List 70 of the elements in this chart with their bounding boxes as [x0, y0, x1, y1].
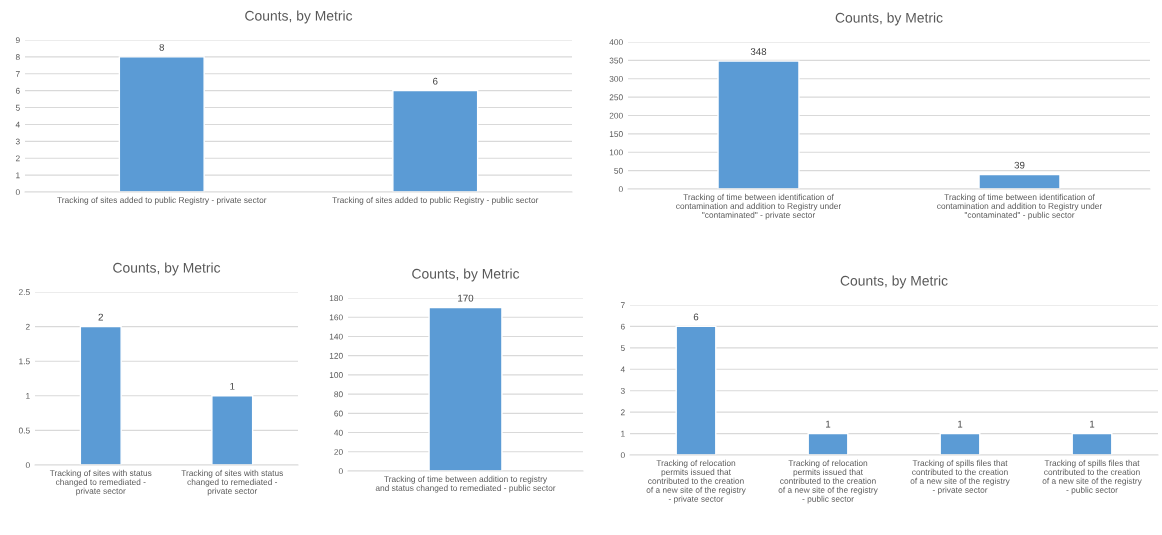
data-label: 1: [826, 420, 831, 428]
y-tick-label: 0: [15, 189, 20, 196]
data-label: 1: [958, 420, 963, 428]
y-tick-label: 2: [15, 155, 20, 162]
y-tick-label: 160: [329, 314, 343, 321]
y-tick-label: 400: [609, 39, 623, 46]
data-label: 1: [1090, 420, 1095, 428]
y-tick-label: 4: [15, 121, 20, 128]
y-tick-label: 250: [609, 94, 623, 101]
y-tick-label: 60: [334, 410, 343, 417]
y-tick-label: 140: [329, 333, 343, 340]
y-tick-label: 7: [15, 71, 20, 77]
y-tick-label: 1.5: [19, 358, 30, 365]
data-label: 348: [750, 48, 767, 56]
x-tick-label: Tracking of time between identification of contamination and addition to Registry under "contaminated" - private sector: [676, 193, 842, 220]
y-tick-label: 100: [329, 372, 343, 378]
chart-title: Counts, by Metric: [840, 275, 948, 289]
y-tick-label: 350: [609, 57, 623, 64]
y-tick-label: 50: [614, 167, 623, 174]
x-tick-label: Tracking of sites added to public Registry - private sector: [57, 196, 267, 205]
y-tick-label: 100: [609, 149, 623, 156]
y-tick-label: 2.5: [18, 289, 30, 296]
x-tick-label: Tracking of time between addition to registry and status changed to remediated - public sector: [375, 475, 556, 493]
y-tick-label: 20: [334, 448, 343, 455]
y-tick-label: 0: [25, 462, 30, 469]
chart-title: Counts, by Metric: [835, 12, 943, 26]
y-tick-label: 2: [620, 409, 625, 416]
y-tick-label: 3: [15, 138, 20, 145]
y-tick-label: 0.5: [18, 427, 30, 434]
y-tick-label: 120: [329, 352, 343, 359]
x-tick-label: Tracking of relocation permits issued that contributed to the creation of a new site of the registry - public sector: [778, 459, 878, 504]
y-tick-label: 3: [620, 387, 625, 394]
y-tick-label: 2: [25, 323, 30, 330]
x-tick-label: Tracking of sites with status changed to remediated - private sector: [49, 469, 152, 496]
y-tick-label: 8: [15, 54, 20, 60]
y-tick-label: 300: [609, 75, 623, 82]
x-tick-label: Tracking of sites added to public Registry - public sector: [332, 196, 539, 205]
y-tick-label: 0: [338, 468, 343, 475]
data-label: 2: [98, 313, 103, 321]
y-tick-label: 80: [334, 391, 343, 398]
x-tick-label: Tracking of spills files that contributed to the creation of a new site of the registry - private sector: [910, 459, 1010, 495]
y-tick-label: 40: [334, 429, 343, 436]
y-tick-label: 4: [620, 366, 625, 373]
chart-title: Counts, by Metric: [412, 268, 520, 282]
data-label: 8: [159, 43, 165, 51]
y-tick-label: 9: [15, 37, 20, 44]
y-tick-label: 1: [26, 393, 30, 399]
x-tick-label: Tracking of time between identification of contamination and addition to Registry under "contaminated" - public sector: [937, 193, 1103, 220]
data-label: 170: [458, 294, 474, 302]
data-label: 6: [693, 313, 699, 321]
y-tick-label: 180: [329, 295, 343, 302]
y-tick-label: 150: [609, 131, 623, 137]
y-tick-label: 6: [15, 87, 20, 94]
data-label: 39: [1014, 161, 1025, 169]
x-tick-label: Tracking of sites with status changed to remediated - private sector: [181, 469, 283, 496]
y-tick-label: 0: [618, 186, 623, 193]
y-tick-label: 0: [620, 452, 625, 459]
y-tick-label: 200: [609, 112, 623, 119]
chart-title: Counts, by Metric: [113, 262, 221, 276]
chart-title: Counts, by Metric: [245, 10, 353, 24]
y-tick-label: 6: [620, 323, 625, 330]
y-tick-label: 1: [621, 430, 625, 437]
y-tick-label: 5: [15, 104, 20, 111]
y-tick-label: 1: [16, 172, 20, 179]
x-tick-label: Tracking of spills files that contributed to the creation of a new site of the registry - public sector: [1042, 459, 1142, 495]
y-tick-label: 5: [620, 345, 625, 351]
x-tick-label: Tracking of relocation permits issued that contributed to the creation of a new site of the registry - private sector: [646, 459, 746, 504]
data-label: 1: [230, 382, 235, 390]
data-label: 6: [433, 77, 438, 85]
y-tick-label: 7: [620, 302, 625, 309]
